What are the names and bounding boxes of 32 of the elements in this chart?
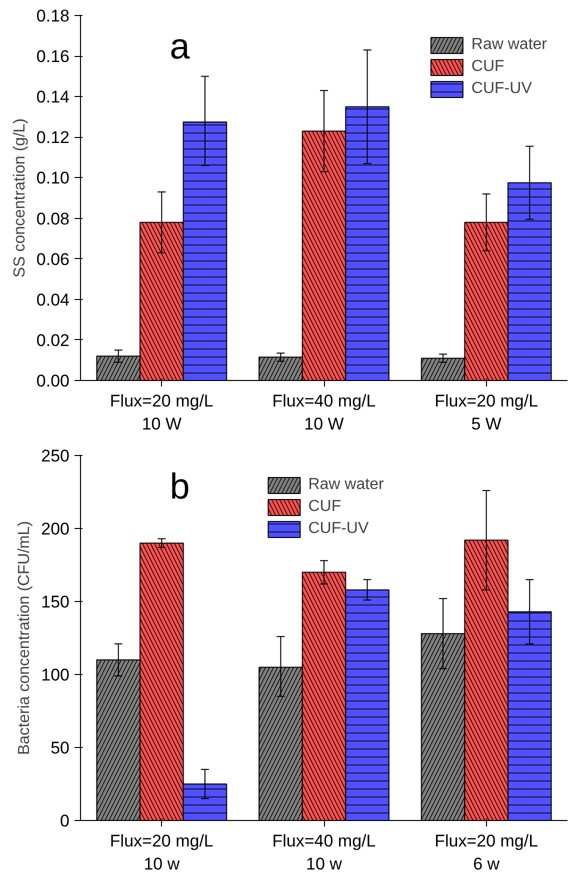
y-tick-label: 50 — [50, 738, 70, 758]
x-tick-label: Flux=20 mg/L 5 W — [434, 392, 538, 434]
y-tick-label: 0.14 — [36, 88, 70, 107]
y-axis-title: SS concentration (g/L) — [11, 118, 28, 278]
annotation: b — [170, 466, 190, 507]
y-tick-label: 0.02 — [36, 330, 70, 350]
y-tick-label: 0.00 — [36, 372, 70, 390]
legend-label: Raw water — [471, 36, 547, 54]
legend-label: CUF-UV — [308, 520, 369, 538]
x-tick-label: Flux=20 mg/L 10 W — [110, 392, 214, 434]
legend-label: CUF — [471, 58, 504, 76]
y-tick-label: 0.12 — [36, 128, 70, 148]
y-tick-label: 150 — [41, 592, 70, 612]
legend-label: CUF — [308, 498, 342, 516]
y-tick-label: 0 — [60, 812, 70, 830]
x-tick-label: Flux=20 mg/L 6 w — [434, 832, 538, 874]
y-axis-title: Bacteria concentration (CFU/mL) — [16, 521, 34, 755]
y-tick-label: 0.18 — [36, 6, 70, 26]
x-tick-label: Flux=20 mg/L 10 w — [110, 832, 214, 874]
legend-label: CUF-UV — [471, 80, 532, 98]
y-tick-label: 100 — [41, 666, 70, 684]
y-tick-label: 250 — [41, 446, 70, 466]
annotation: a — [170, 26, 191, 67]
y-tick-label: 0.06 — [36, 250, 70, 269]
x-tick-label: Flux=40 mg/L 10 W — [272, 392, 376, 434]
y-tick-label: 0.08 — [36, 209, 70, 228]
y-tick-label: 0.10 — [36, 168, 70, 188]
y-tick-label: 200 — [41, 520, 70, 538]
y-tick-label: 0.16 — [36, 47, 70, 66]
legend-label: Raw water — [308, 476, 384, 494]
x-tick-label: Flux=40 mg/L 10 w — [272, 832, 376, 874]
y-tick-label: 0.04 — [36, 290, 70, 310]
